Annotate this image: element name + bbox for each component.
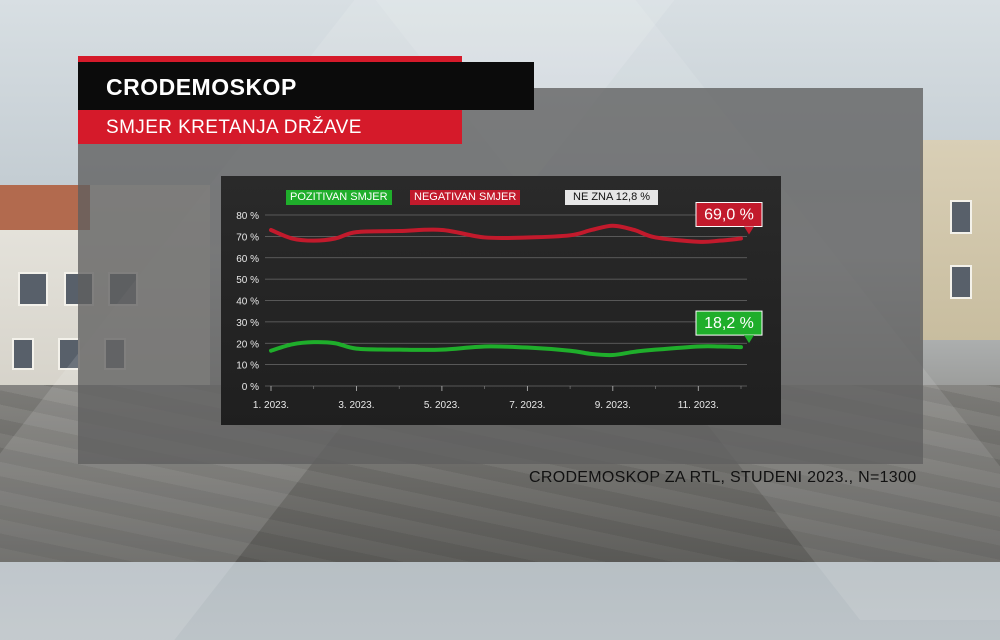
page-subtitle: SMJER KRETANJA DRŽAVE (106, 117, 362, 138)
y-tick-label: 10 % (236, 361, 259, 372)
legend-positive: POZITIVAN SMJER (286, 190, 392, 205)
x-tick-label: 3. 2023. (338, 400, 374, 411)
end-label-positive-box (695, 310, 763, 336)
series-line-positive (269, 340, 743, 358)
x-tick-label: 11. 2023. (678, 400, 719, 411)
end-label-positive: 18,2 % (704, 315, 754, 332)
title-bar (78, 62, 534, 110)
y-tick-label: 30 % (236, 318, 259, 329)
background-window (12, 338, 34, 370)
x-tick-label: 5. 2023. (424, 400, 460, 411)
page-title: CRODEMOSKOP (106, 74, 297, 100)
background-window (950, 200, 972, 234)
background-window (18, 272, 48, 306)
y-tick-label: 60 % (236, 254, 259, 265)
subtitle-bar (78, 110, 462, 144)
y-tick-label: 40 % (236, 297, 259, 308)
series-line-negative (269, 223, 743, 244)
y-tick-label: 0 % (242, 382, 259, 393)
legend-negative: NEGATIVAN SMJER (410, 190, 521, 205)
end-label-negative-box (695, 202, 763, 228)
source-note: CRODEMOSKOP ZA RTL, STUDENI 2023., N=130… (529, 469, 917, 486)
line-chart: 80 % 70 % 60 % 50 % 40 % 30 % 20 % 10 % 0 % 1. 20… (236, 202, 763, 411)
background-roof (0, 185, 90, 230)
y-tick-label: 20 % (236, 339, 259, 350)
end-label-negative: 69,0 % (704, 207, 754, 224)
background-building-right (920, 140, 1000, 340)
x-tick-label: 9. 2023. (595, 400, 631, 411)
background-window (950, 265, 972, 299)
x-tick-label: 1. 2023. (253, 400, 289, 411)
title-accent-bar (78, 56, 462, 62)
y-tick-label: 50 % (236, 275, 259, 286)
y-tick-label: 70 % (236, 232, 259, 243)
end-label-negative-pointer (744, 226, 754, 235)
legend-unknown: NE ZNA 12,8 % (565, 190, 659, 205)
x-tick-label: 7. 2023. (509, 400, 545, 411)
y-tick-label: 80 % (236, 211, 259, 222)
end-label-positive-pointer (744, 335, 754, 344)
